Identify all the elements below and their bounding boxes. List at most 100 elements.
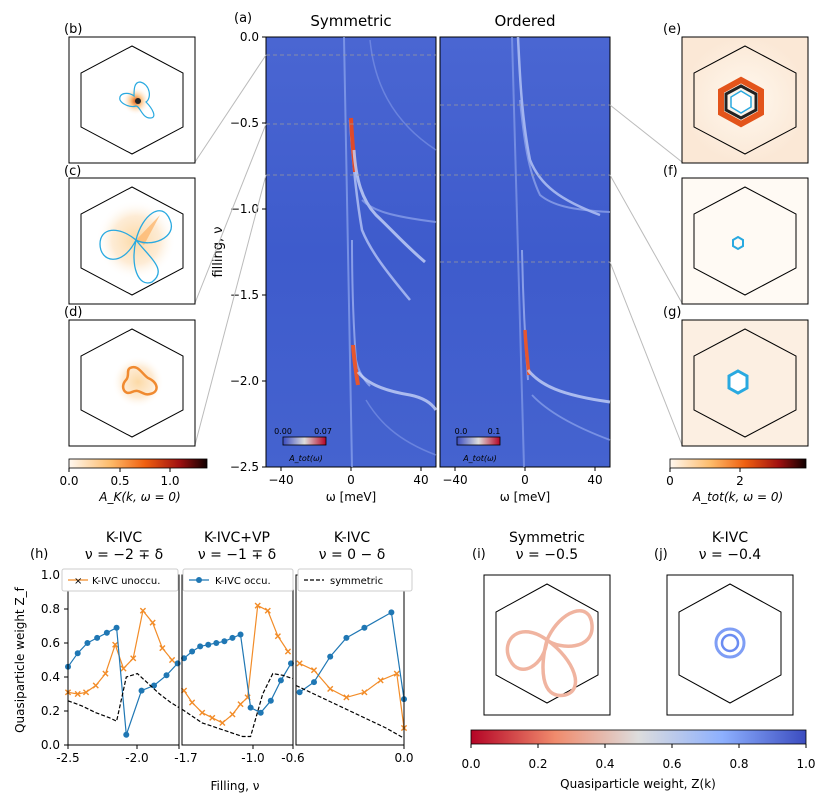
h3-series (295, 609, 408, 739)
h1-series (64, 607, 181, 738)
x-tick-ord-1: 0 (521, 473, 529, 487)
cbar-Atot-label: A_tot(k, ω = 0) (692, 490, 783, 504)
data-point-occu-3-2 (327, 653, 334, 660)
h3-title: K-IVC (334, 530, 370, 546)
cbar-Z-tick-4: 0.8 (729, 757, 748, 771)
legend-unoccupied: × K-IVC unoccu. (61, 568, 179, 592)
y-tick-2: −1.0 (230, 202, 259, 216)
h2-series (180, 602, 294, 738)
data-point-unoccu-3-0 (296, 660, 303, 667)
heatmap-symmetric (265, 36, 438, 468)
panel-label-f: (f) (663, 164, 678, 179)
data-point-unoccu-3-4 (361, 689, 368, 696)
data-point-occu-1-10 (174, 660, 181, 667)
legend-occupied: K-IVC occu. (182, 568, 294, 592)
cbar-ord-min: 0.0 (455, 427, 468, 436)
data-point-occu-2-2 (197, 643, 204, 650)
series-line-3-0 (299, 662, 405, 729)
data-point-occu-1-5 (113, 624, 120, 631)
data-point-unoccu-3-3 (343, 694, 350, 701)
connector-lines (194, 54, 683, 446)
h-y-tick-1: 0.2 (41, 704, 60, 718)
data-point-unoccu-3-6 (393, 670, 400, 677)
cbar-ord-label: A_tot(ω) (462, 454, 497, 463)
h2-title: K-IVC+VP (204, 530, 270, 546)
panel-d: (d) (64, 305, 196, 447)
legend-label-symmetric: symmetric (330, 576, 383, 587)
panel-label-g: (g) (663, 305, 681, 320)
series-line-2-2 (181, 672, 294, 738)
title-ordered: Ordered (494, 12, 555, 30)
data-point-occu-2-7 (237, 631, 244, 638)
legend-dot-marker (196, 577, 202, 583)
h-y-tick-5: 1.0 (41, 568, 60, 582)
data-point-occu-3-1 (311, 679, 317, 686)
title-symmetric: Symmetric (310, 12, 391, 30)
data-point-unoccu-1-8 (139, 607, 147, 614)
x-ticks-symmetric: −40 0 40 ω [meV] (268, 467, 429, 504)
cbar-Atot-tick-0: 0 (666, 474, 674, 488)
cbar-Z-tick-2: 0.4 (595, 757, 614, 771)
panel-label-j: (j) (654, 547, 668, 562)
data-point-occu-1-9 (163, 672, 170, 679)
x-tick-sym-1: 0 (347, 473, 355, 487)
data-point-occu-2-4 (213, 640, 220, 646)
colorbar-Z: 0.0 0.2 0.4 0.6 0.8 1.0 Quasiparticle we… (461, 729, 816, 791)
cbar-Z-tick-3: 0.6 (662, 757, 681, 771)
cbar-AK-label: A_K(k, ω = 0) (98, 490, 180, 504)
series-line-2-0 (183, 604, 289, 724)
cbar-Z-label: Quasiparticle weight, Z(k) (560, 777, 716, 791)
panel-i: (i) Symmetric ν = −0.5 (472, 530, 611, 716)
inset-colorbar-symmetric: 0.00 0.07 A_tot(ω) (274, 427, 332, 463)
series-line-3-2 (295, 684, 405, 739)
data-point-unoccu-2-6 (237, 701, 244, 708)
panel-label-i: (i) (472, 547, 486, 562)
panel-g: (g) (663, 305, 809, 447)
data-point-unoccu-3-1 (310, 667, 318, 674)
h1-subtitle: ν = −2 ∓ δ (85, 547, 163, 563)
data-point-unoccu-2-2 (199, 709, 206, 716)
x-tick-sym-2: 40 (413, 473, 428, 487)
data-point-unoccu-2-8 (254, 602, 261, 609)
h-y-ticks: 0.0 0.2 0.4 0.6 0.8 1.0 (41, 568, 68, 752)
data-point-unoccu-1-5 (112, 641, 119, 648)
h1-x-tick-1: -2.0 (125, 751, 148, 765)
h-y-tick-0: 0.0 (41, 738, 60, 752)
j-subtitle: ν = −0.4 (699, 547, 762, 563)
data-point-unoccu-2-11 (284, 648, 292, 655)
h1-title: K-IVC (106, 530, 142, 546)
data-point-unoccu-3-5 (377, 677, 384, 684)
y-tick-5: −2.5 (230, 460, 259, 474)
data-point-unoccu-1-9 (149, 619, 156, 626)
data-point-occu-3-0 (296, 689, 303, 696)
series-line-1-0 (67, 609, 173, 695)
j-title: K-IVC (712, 530, 748, 546)
h-ylabel: Quasiparticle weight Z_f (13, 586, 27, 733)
data-point-occu-2-5 (221, 638, 228, 645)
y-tick-4: −2.0 (230, 374, 259, 388)
cbar-sym-label: A_tot(ω) (288, 454, 323, 463)
cbar-Z-tick-1: 0.2 (528, 757, 547, 771)
x-ticks-ordered: −40 0 40 ω [meV] (442, 467, 603, 504)
h2-x-tick-1: -1.0 (241, 751, 264, 765)
h1-x-tick-0: -2.5 (56, 751, 79, 765)
panel-c: (c) (64, 164, 196, 305)
data-point-occu-3-4 (361, 624, 368, 631)
data-point-unoccu-1-1 (74, 690, 81, 698)
data-point-unoccu-2-1 (188, 699, 196, 706)
h3-x-tick-1: 0.0 (394, 751, 413, 765)
data-point-unoccu-1-11 (168, 656, 176, 664)
data-point-occu-2-3 (205, 641, 212, 648)
data-point-unoccu-3-2 (327, 685, 334, 692)
x-tick-ord-0: −40 (442, 473, 467, 487)
inset-colorbar-ordered: 0.0 0.1 A_tot(ω) (455, 427, 501, 463)
cbar-sym-min: 0.00 (274, 427, 292, 436)
data-point-occu-1-6 (123, 731, 130, 738)
data-point-occu-2-9 (257, 709, 264, 716)
i-title: Symmetric (509, 530, 585, 546)
data-point-occu-2-10 (267, 697, 274, 704)
cbar-AK-tick-1: 0.5 (110, 474, 129, 488)
h-y-tick-2: 0.4 (41, 670, 60, 684)
cbar-Z-tick-0: 0.0 (461, 757, 480, 771)
